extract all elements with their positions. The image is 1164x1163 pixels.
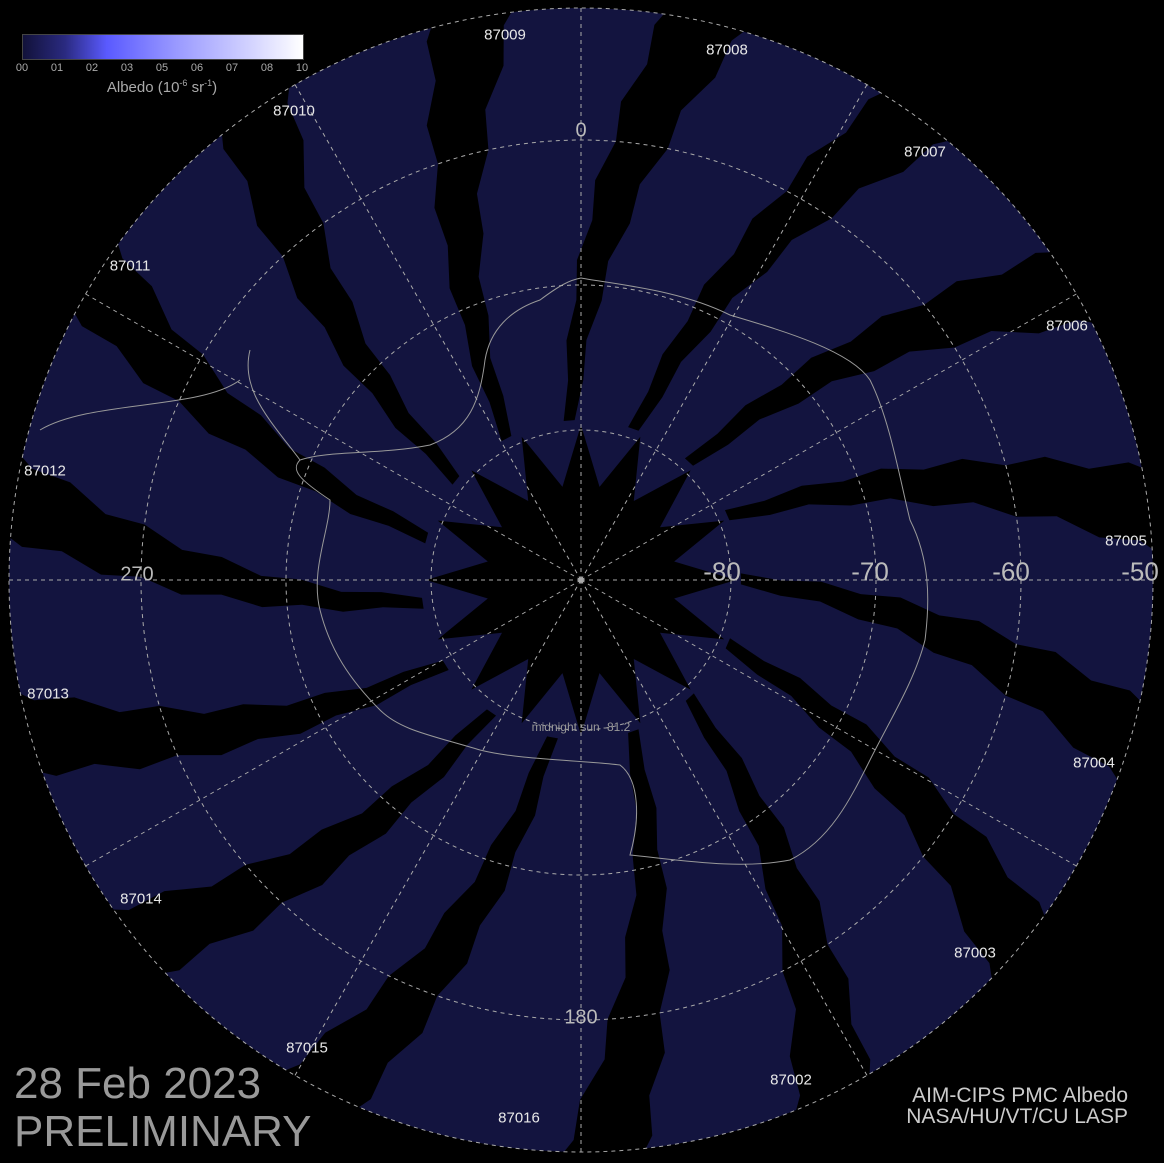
orbit-label: 87010: [273, 102, 315, 120]
graticule: [8, 7, 1154, 1153]
orbit-label: 87002: [770, 1071, 812, 1089]
colorbar-tick: 07: [225, 62, 239, 74]
longitude-label-0: 0: [575, 119, 587, 142]
longitude-label-270: 270: [120, 563, 154, 586]
colorbar-tick: 03: [120, 62, 134, 74]
colorbar-tick: 10: [295, 62, 309, 74]
latitude-label: -50: [1121, 556, 1159, 587]
credit-line-1: AIM-CIPS PMC Albedo: [912, 1084, 1128, 1107]
swath-gap: [58, 210, 429, 544]
colorbar-tick: 06: [190, 62, 204, 74]
orbit-label: 87016: [498, 1109, 540, 1127]
swath-gap: [685, 693, 871, 1144]
orbit-label: 87003: [954, 944, 996, 962]
antarctica-coastline: [295, 277, 929, 865]
orbit-label: 87009: [484, 26, 526, 44]
orbit-label: 87013: [27, 685, 69, 703]
credit-line-2: NASA/HU/VT/CU LASP: [906, 1105, 1128, 1128]
swath-gap: [426, 0, 519, 442]
antarctic-peninsula-coastline: [39, 349, 301, 461]
latitude-label: -80: [703, 556, 741, 587]
orbit-label: 87006: [1046, 317, 1088, 335]
swath-gap: [724, 456, 1164, 557]
preliminary-label: PRELIMINARY: [14, 1107, 312, 1156]
pole-marker: [578, 577, 584, 583]
swath-gap: [218, 53, 460, 485]
swath-gap: [684, 251, 1126, 466]
swath-gap: [0, 430, 424, 612]
date-label: 28 Feb 2023: [14, 1059, 262, 1108]
colorbar-tick: 00: [15, 62, 29, 74]
latitude-circle: [285, 284, 877, 876]
albedo-colorbar: [22, 34, 304, 60]
orbit-label: 87004: [1073, 754, 1115, 772]
longitude-label-180: 180: [564, 1006, 598, 1029]
swath-gap: [563, 0, 772, 421]
orbit-label: 87011: [109, 257, 151, 275]
swath-gap: [78, 709, 497, 979]
orbit-label: 87015: [286, 1039, 328, 1057]
orbit-label: 87012: [24, 462, 66, 480]
colorbar-tick: 05: [155, 62, 169, 74]
latitude-circle: [430, 429, 732, 731]
swath-gap: [628, 79, 982, 431]
orbit-label: 87008: [706, 41, 748, 59]
colorbar-tick: 02: [85, 62, 99, 74]
orbit-label: 87014: [120, 890, 162, 908]
latitude-label: -60: [992, 556, 1030, 587]
swath-gap: [0, 660, 449, 776]
swath-gap: [725, 638, 1057, 1013]
swath-gap: [555, 729, 670, 1163]
orbit-label: 87005: [1105, 532, 1147, 550]
latitude-label: -70: [851, 556, 889, 587]
colorbar-label: Albedo (10-6 sr-1): [106, 78, 218, 96]
orbit-label: 87007: [904, 143, 946, 161]
colorbar-tick: 01: [50, 62, 64, 74]
colorbar-tick: 08: [260, 62, 274, 74]
midnight-sun-label: midnight sun -81.2: [531, 720, 631, 734]
